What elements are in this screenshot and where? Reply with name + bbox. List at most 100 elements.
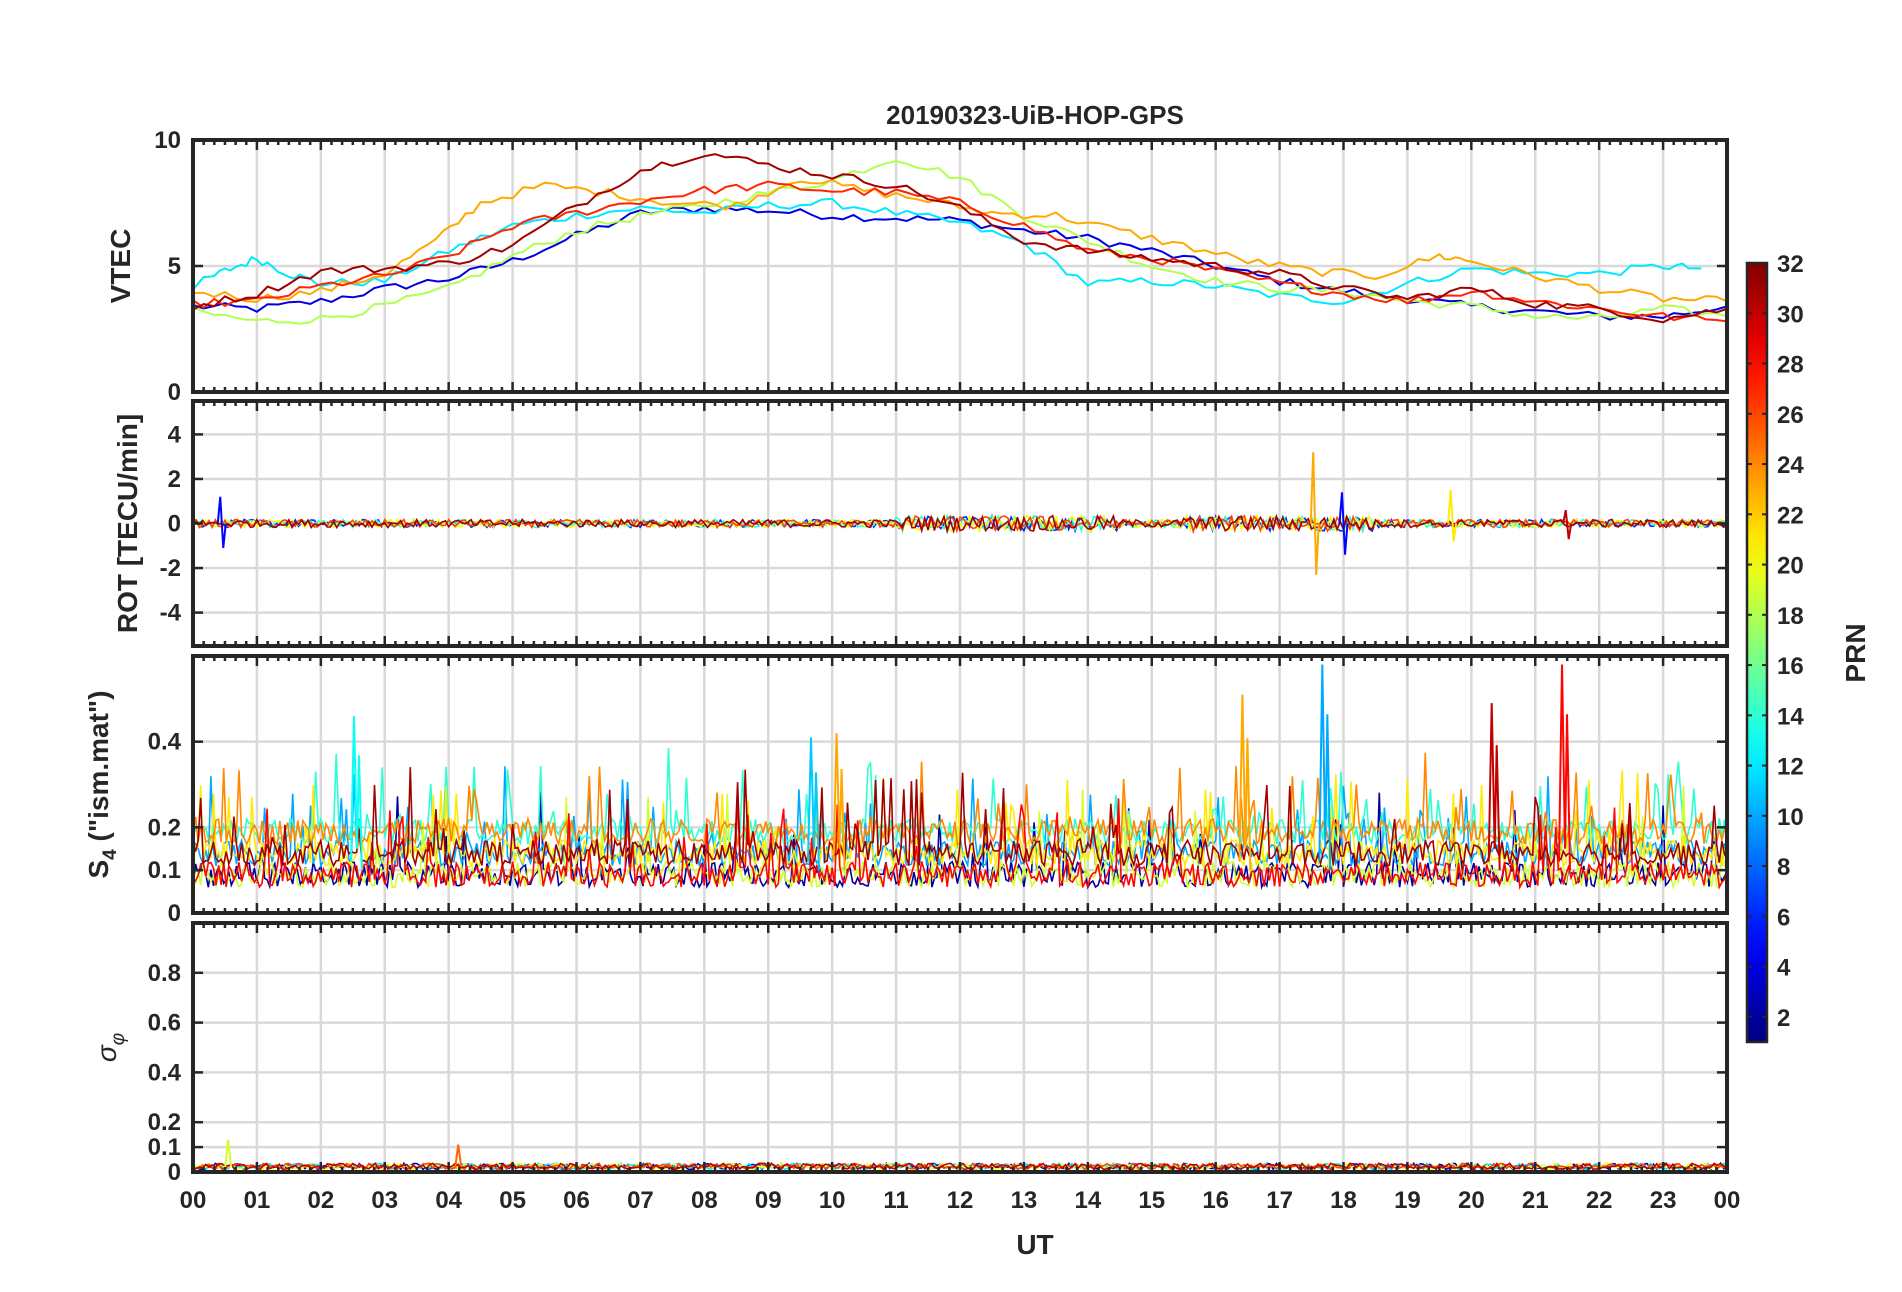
panel-vtec: 0 5 10 VTEC <box>105 127 1729 406</box>
colorbar-tick-label: 26 <box>1777 402 1804 429</box>
y-tick-label: -4 <box>160 600 182 627</box>
colorbar-tick-label: 12 <box>1777 754 1804 781</box>
s4-trace-prn-28 <box>193 794 1727 891</box>
rot-noise-prn-31 <box>193 513 1727 535</box>
x-tick-label: 14 <box>1074 1187 1101 1214</box>
x-tick-label: 02 <box>307 1187 334 1214</box>
x-tick-label: 12 <box>947 1187 974 1214</box>
colorbar-frame <box>1745 261 1769 1044</box>
x-tick-label: 19 <box>1394 1187 1421 1214</box>
sigma-phi-peak <box>454 1144 463 1168</box>
x-tick-label: 01 <box>244 1187 271 1214</box>
y-tick-label: 0.2 <box>148 1109 181 1136</box>
colorbar-tick-label: 14 <box>1777 703 1804 730</box>
y-axis-label: S4 ("ism.mat") <box>83 690 121 878</box>
x-tick-label: 03 <box>371 1187 398 1214</box>
colorbar-tick-label: 20 <box>1777 553 1804 580</box>
vtec-line-prn-27 <box>193 180 1727 323</box>
colorbar-tick-label: 32 <box>1777 251 1804 278</box>
s4-peak <box>1487 703 1501 871</box>
colorbar-tick-label: 8 <box>1777 854 1790 881</box>
panel-vtec-frame <box>191 138 1729 394</box>
colorbar-label: PRN <box>1840 623 1871 682</box>
colorbar-tick-label: 6 <box>1777 904 1790 931</box>
x-tick-label: 00 <box>180 1187 207 1214</box>
vtec-line-prn-12 <box>193 197 1702 306</box>
x-tick-label: 09 <box>755 1187 782 1214</box>
y-tick-label: 0 <box>168 900 181 927</box>
colorbar-gradient <box>1747 263 1767 1042</box>
rot-spike <box>1562 509 1573 540</box>
y-tick-label: 5 <box>168 253 181 280</box>
chart-title: 20190323-UiB-HOP-GPS <box>886 100 1184 130</box>
x-tick-label: 15 <box>1138 1187 1165 1214</box>
colorbar-tick-label: 28 <box>1777 352 1804 379</box>
x-tick-label: 18 <box>1330 1187 1357 1214</box>
rot-spike <box>216 496 227 549</box>
y-tick-label: 0 <box>168 1159 181 1186</box>
x-tick-label: 16 <box>1202 1187 1229 1214</box>
x-tick-label: 13 <box>1011 1187 1038 1214</box>
x-tick-label: 07 <box>627 1187 654 1214</box>
s4-peak <box>806 737 820 871</box>
y-axis-label: VTEC <box>105 229 136 304</box>
y-tick-label: 0.8 <box>148 960 181 987</box>
sigma-phi-peak <box>224 1139 233 1168</box>
panel-s4: 0 0.1 0.2 0.4 S4 ("ism.mat") <box>83 654 1729 927</box>
colorbar-tick-label: 24 <box>1777 452 1804 479</box>
rot-spike <box>1309 452 1320 575</box>
x-tick-label: 20 <box>1458 1187 1485 1214</box>
rot-spike <box>1338 492 1349 555</box>
y-tick-label: 0.1 <box>148 857 181 884</box>
y-tick-label: 0.4 <box>148 729 182 756</box>
y-tick-label: 0.2 <box>148 814 181 841</box>
y-tick-label: 0.1 <box>148 1134 181 1161</box>
s4-trace-prn-19 <box>193 786 1727 891</box>
rot-noise-prn-14 <box>193 513 1727 535</box>
colorbar-tick-label: 30 <box>1777 301 1804 328</box>
rot-noise-prn-26 <box>193 513 1727 534</box>
y-tick-label: 10 <box>154 127 181 154</box>
x-tick-label: 05 <box>499 1187 526 1214</box>
x-tick-label: 22 <box>1586 1187 1613 1214</box>
panel-s4-traces <box>193 664 1727 891</box>
x-tick-label: 00 <box>1714 1187 1741 1214</box>
vtec-line-prn-4 <box>193 206 1727 321</box>
s4-peak <box>1318 664 1332 871</box>
x-tick-label: 11 <box>883 1187 908 1214</box>
x-axis-label: UT <box>1016 1229 1053 1260</box>
y-tick-label: -2 <box>160 555 181 582</box>
x-tick-label: 21 <box>1522 1187 1549 1214</box>
y-tick-label: 0 <box>168 511 181 538</box>
vtec-line-prn-31 <box>193 153 1727 324</box>
colorbar-tick-label: 2 <box>1777 1005 1790 1032</box>
s4-peak <box>1558 664 1572 871</box>
x-tick-label: 06 <box>563 1187 590 1214</box>
y-axis-label: ROT [TECU/min] <box>112 414 143 633</box>
s4-peak <box>349 715 363 871</box>
y-tick-label: 0 <box>168 379 181 406</box>
panel-rot-frame <box>191 399 1729 648</box>
vtec-line-prn-18 <box>193 160 1727 325</box>
s4-peak <box>832 733 846 871</box>
x-tick-label: 23 <box>1650 1187 1677 1214</box>
y-tick-label: 0.4 <box>148 1059 182 1086</box>
panel-sigma_phi-frame <box>191 921 1729 1174</box>
s4-trace-prn-31 <box>193 767 1727 869</box>
x-tick-label: 08 <box>691 1187 718 1214</box>
colorbar-tick-label: 16 <box>1777 653 1804 680</box>
vtec-line-prn-23 <box>193 178 1727 303</box>
s4-peak <box>1238 694 1252 871</box>
x-tick-label: 10 <box>819 1187 846 1214</box>
rot-spike <box>1447 490 1458 542</box>
x-tick-label: 04 <box>435 1187 462 1214</box>
panel-rot-traces <box>193 452 1727 575</box>
colorbar-tick-label: 18 <box>1777 603 1804 630</box>
colorbar-tick-label: 22 <box>1777 502 1804 529</box>
panel-vtec-traces <box>193 153 1727 325</box>
y-tick-label: 2 <box>168 466 181 493</box>
y-tick-label: 4 <box>168 421 182 448</box>
